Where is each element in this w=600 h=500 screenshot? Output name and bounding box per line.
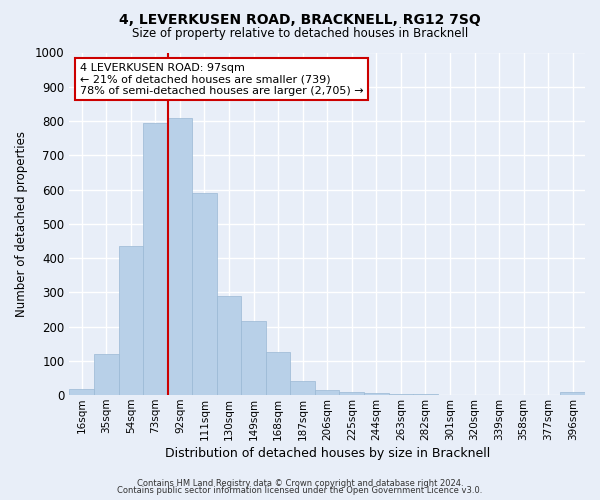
Bar xyxy=(241,322,266,395)
Bar xyxy=(167,118,192,395)
Bar xyxy=(119,246,143,395)
Text: Size of property relative to detached houses in Bracknell: Size of property relative to detached ho… xyxy=(132,28,468,40)
Bar xyxy=(364,394,389,395)
Bar xyxy=(266,352,290,395)
Bar xyxy=(340,392,364,395)
X-axis label: Distribution of detached houses by size in Bracknell: Distribution of detached houses by size … xyxy=(164,447,490,460)
Bar xyxy=(94,354,119,395)
Text: Contains public sector information licensed under the Open Government Licence v3: Contains public sector information licen… xyxy=(118,486,482,495)
Bar xyxy=(290,382,315,395)
Text: 4, LEVERKUSEN ROAD, BRACKNELL, RG12 7SQ: 4, LEVERKUSEN ROAD, BRACKNELL, RG12 7SQ xyxy=(119,12,481,26)
Text: 4 LEVERKUSEN ROAD: 97sqm
← 21% of detached houses are smaller (739)
78% of semi-: 4 LEVERKUSEN ROAD: 97sqm ← 21% of detach… xyxy=(80,63,364,96)
Bar xyxy=(560,392,585,395)
Text: Contains HM Land Registry data © Crown copyright and database right 2024.: Contains HM Land Registry data © Crown c… xyxy=(137,478,463,488)
Bar xyxy=(70,389,94,395)
Bar xyxy=(192,193,217,395)
Bar xyxy=(143,122,167,395)
Bar xyxy=(315,390,340,395)
Bar xyxy=(413,394,437,395)
Bar xyxy=(389,394,413,395)
Bar xyxy=(217,296,241,395)
Y-axis label: Number of detached properties: Number of detached properties xyxy=(15,131,28,317)
